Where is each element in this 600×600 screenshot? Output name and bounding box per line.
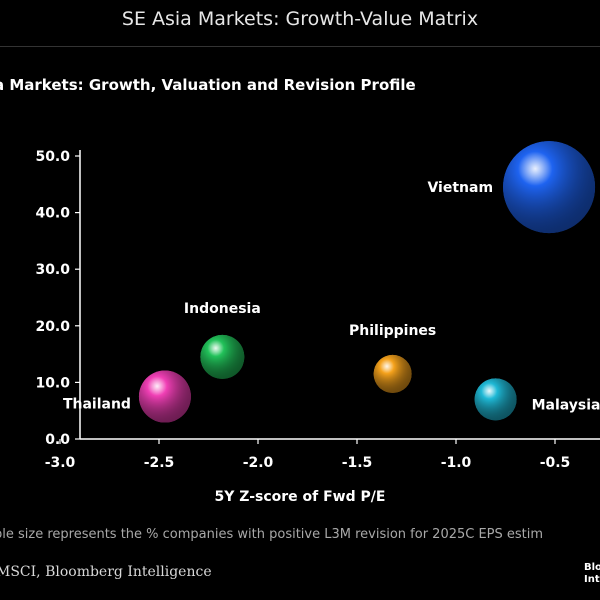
header-divider [0, 46, 600, 47]
chart-title: a Markets: Growth, Valuation and Revisio… [0, 76, 416, 94]
y-tick-label: 0.0 [45, 432, 70, 448]
x-tick-label: -3.0 [45, 455, 76, 471]
bubble-label-philippines: Philippines [349, 323, 436, 339]
bubble-malaysia [474, 378, 517, 421]
bubble-label-thailand: Thailand [63, 397, 131, 413]
bubble-indonesia [200, 334, 245, 379]
bubble-vietnam [503, 141, 596, 234]
bubble-size-note: ble size represents the % companies with… [0, 527, 544, 542]
y-tick-label: 20.0 [35, 319, 70, 335]
bubble-thailand [138, 370, 191, 423]
x-axis-label: 5Y Z-score of Fwd P/E [215, 489, 386, 505]
x-tick-label: -2.5 [144, 455, 175, 471]
source-text: MSCI, Bloomberg Intelligence [0, 564, 212, 580]
x-tick-label: -2.0 [243, 455, 274, 471]
bubble-philippines [373, 354, 412, 393]
y-tick-label: 40.0 [35, 206, 70, 222]
x-tick-label: -1.5 [342, 455, 373, 471]
x-tick-label: -1.0 [441, 455, 472, 471]
bubble-label-vietnam: Vietnam [427, 180, 493, 196]
y-tick-label: 50.0 [35, 149, 70, 165]
y-tick-label: 10.0 [35, 375, 70, 391]
x-tick-label: -0.5 [540, 455, 571, 471]
bloomberg-logo: Blo Int [584, 562, 600, 585]
y-tick-label: 30.0 [35, 262, 70, 278]
bubble-label-indonesia: Indonesia [184, 301, 261, 317]
bubble-label-malaysia: Malaysia [532, 397, 600, 413]
page-title: SE Asia Markets: Growth-Value Matrix [121, 8, 479, 30]
